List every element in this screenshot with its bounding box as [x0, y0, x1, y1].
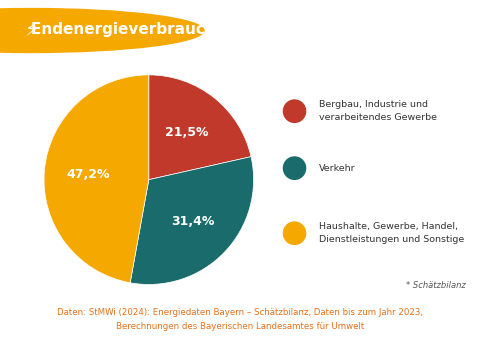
Text: Endenergieverbrauch nach Sektoren in Bayern 2023*: Endenergieverbrauch nach Sektoren in Bay…	[31, 22, 480, 37]
Text: Bergbau, Industrie und
verarbeitendes Gewerbe: Bergbau, Industrie und verarbeitendes Ge…	[319, 100, 437, 122]
Text: 47,2%: 47,2%	[67, 168, 110, 181]
Wedge shape	[44, 75, 149, 283]
Text: ⚡: ⚡	[24, 21, 38, 40]
Text: Daten: StMWi (2024): Energiedaten Bayern – Schätzbilanz, Daten bis zum Jahr 2023: Daten: StMWi (2024): Energiedaten Bayern…	[57, 308, 423, 331]
Text: Verkehr: Verkehr	[319, 164, 355, 173]
Circle shape	[0, 8, 204, 53]
Circle shape	[283, 157, 306, 179]
Circle shape	[283, 100, 306, 122]
Text: 31,4%: 31,4%	[171, 215, 215, 228]
Wedge shape	[130, 157, 253, 284]
Text: * Schätzbilanz: * Schätzbilanz	[406, 281, 466, 290]
Circle shape	[283, 222, 306, 244]
Wedge shape	[149, 75, 251, 180]
Text: Haushalte, Gewerbe, Handel,
Dienstleistungen und Sonstige: Haushalte, Gewerbe, Handel, Dienstleistu…	[319, 222, 464, 244]
Text: 21,5%: 21,5%	[165, 126, 208, 139]
